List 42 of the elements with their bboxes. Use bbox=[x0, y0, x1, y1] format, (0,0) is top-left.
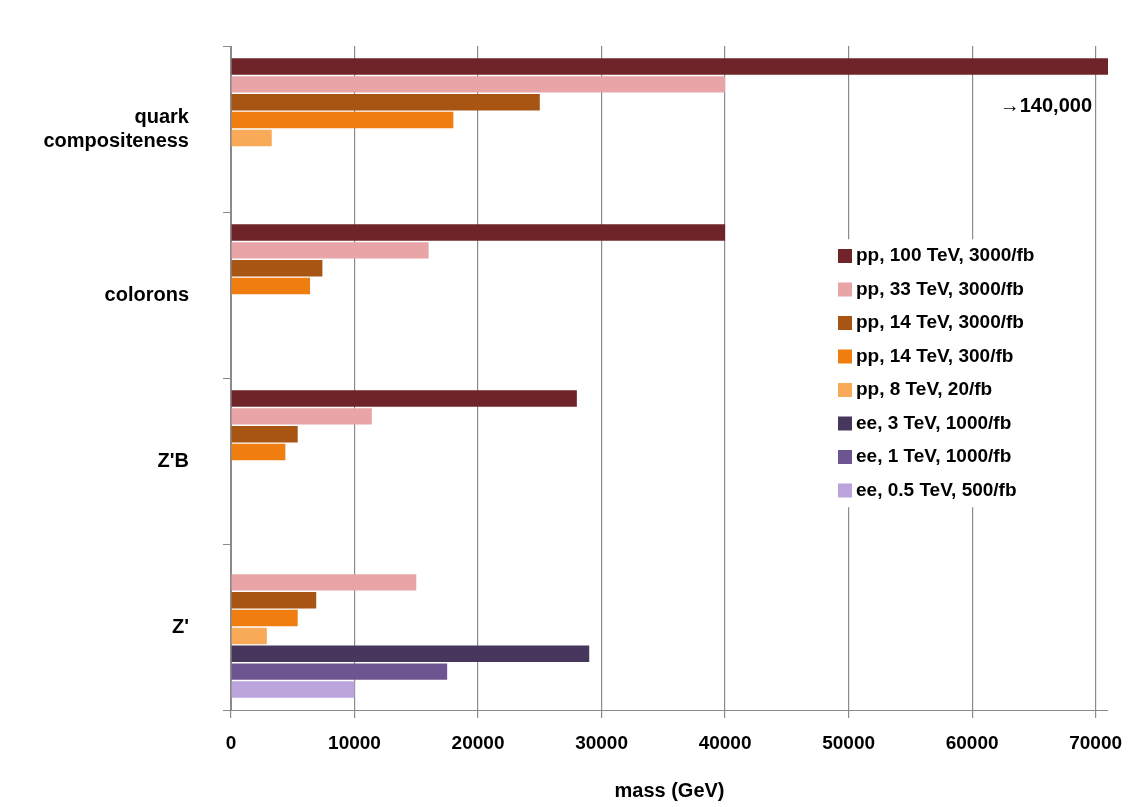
legend-label: pp, 14 TeV, 3000/fb bbox=[856, 311, 1024, 333]
bar bbox=[231, 681, 355, 698]
y-tick-label: colorons bbox=[104, 282, 189, 305]
bar bbox=[231, 390, 577, 407]
bar bbox=[231, 94, 540, 111]
bar bbox=[231, 592, 317, 609]
annotation: →140,000 bbox=[999, 93, 1092, 116]
bar bbox=[231, 58, 1108, 75]
bar bbox=[231, 645, 590, 662]
legend-label: pp, 33 TeV, 3000/fb bbox=[856, 277, 1024, 299]
bar bbox=[231, 426, 298, 443]
y-tick-label: Z'B bbox=[157, 448, 189, 471]
bar bbox=[231, 443, 286, 461]
x-axis-title: mass (GeV) bbox=[614, 778, 725, 801]
legend-label: pp, 14 TeV, 300/fb bbox=[856, 344, 1014, 366]
x-tick-label: 0 bbox=[225, 731, 237, 753]
legend-label: ee, 0.5 TeV, 500/fb bbox=[856, 478, 1017, 500]
x-tick-label: 10000 bbox=[328, 731, 381, 753]
bar bbox=[231, 574, 417, 591]
x-tick-label: 20000 bbox=[451, 731, 505, 753]
x-tick-label: 50000 bbox=[822, 731, 876, 753]
bar bbox=[231, 76, 726, 93]
x-tick-label: 40000 bbox=[698, 731, 752, 753]
x-tick-label: 60000 bbox=[945, 731, 999, 753]
legend-label: ee, 1 TeV, 1000/fb bbox=[856, 445, 1012, 467]
legend-label: pp, 8 TeV, 20/fb bbox=[856, 378, 993, 400]
y-tick-label: quark compositeness bbox=[43, 104, 190, 151]
bar bbox=[231, 242, 429, 259]
bar bbox=[231, 609, 298, 627]
bar bbox=[231, 408, 372, 425]
bar bbox=[231, 627, 267, 645]
legend-label: ee, 3 TeV, 1000/fb bbox=[856, 411, 1012, 433]
bar bbox=[231, 129, 272, 147]
x-tick-label: 70000 bbox=[1069, 731, 1123, 753]
bar bbox=[231, 277, 311, 295]
legend-label: pp, 100 TeV, 3000/fb bbox=[856, 244, 1035, 266]
x-tick-label: 30000 bbox=[575, 731, 628, 753]
y-tick-label: Z' bbox=[172, 614, 189, 637]
bar bbox=[231, 663, 448, 680]
bar bbox=[231, 260, 323, 277]
bar bbox=[231, 111, 454, 129]
bar bbox=[231, 224, 726, 241]
